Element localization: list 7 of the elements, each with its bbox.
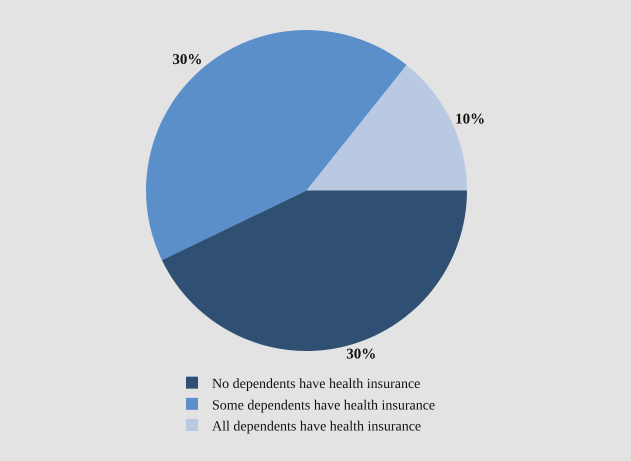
data-label: 30%: [346, 346, 376, 363]
legend-label: Some dependents have health insurance: [212, 398, 436, 414]
legend-label: No dependents have health insurance: [212, 377, 420, 392]
data-label: 30%: [172, 52, 202, 68]
legend-label: All dependents have health insurance: [212, 420, 422, 435]
pie-slice: [146, 30, 407, 260]
data-label: 10%: [455, 111, 486, 128]
